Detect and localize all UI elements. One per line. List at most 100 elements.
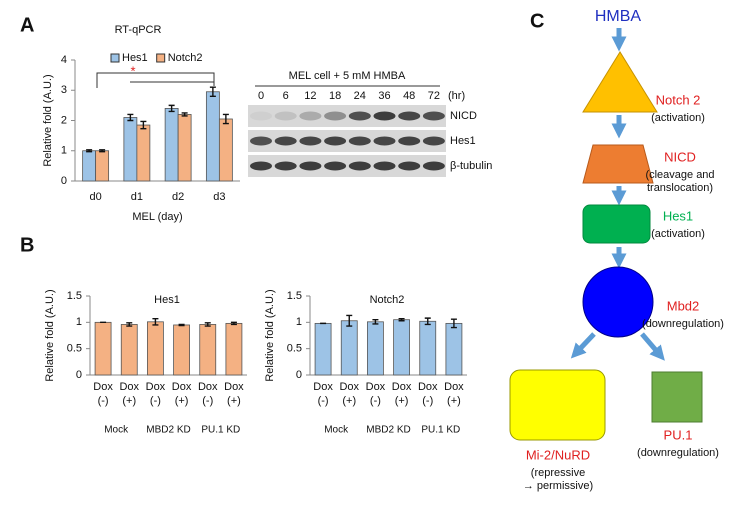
blot-strip — [248, 130, 446, 152]
bar — [173, 324, 190, 376]
node-note: (activation) — [651, 228, 705, 240]
bar — [177, 114, 192, 182]
x-tick-line: (+) — [342, 395, 356, 407]
x-tick-label: d3 — [213, 191, 225, 203]
x-tick-label: d1 — [131, 191, 143, 203]
blot-title: MEL cell + 5 mM HMBA — [289, 70, 406, 82]
band — [373, 111, 396, 121]
rect — [509, 369, 606, 441]
error-bar — [168, 104, 175, 113]
bar — [82, 150, 97, 182]
y-tick-label: 1 — [296, 316, 302, 328]
bar — [136, 124, 151, 182]
band — [373, 136, 396, 146]
node-note: (repressive — [531, 467, 585, 479]
bracket — [96, 72, 215, 88]
blot-strip — [248, 155, 446, 177]
node-note: translocation) — [647, 182, 713, 194]
group-label: MBD2 KD — [366, 425, 410, 436]
y-tick-label: 3 — [61, 84, 67, 96]
x-tick-label: Dox (+) — [172, 381, 192, 407]
y-tick-label: 0 — [296, 369, 302, 381]
bar — [164, 108, 179, 182]
arrow — [570, 332, 596, 359]
y-tick-label: 2 — [61, 114, 67, 126]
x-tick-line: Dox — [313, 381, 333, 393]
y-axis-label: Relative fold (A.U.) — [264, 289, 276, 381]
x-tick-line: (-) — [202, 395, 213, 407]
bar — [367, 321, 384, 376]
group-label: Mock — [324, 425, 349, 436]
band — [373, 161, 396, 171]
lane-label: 12 — [304, 90, 316, 102]
x-tick-line: (-) — [150, 395, 161, 407]
bar — [205, 91, 220, 182]
y-tick-label: 1 — [76, 316, 82, 328]
error-bar — [152, 317, 159, 326]
error-bar — [372, 319, 379, 325]
error-bar — [181, 112, 188, 117]
error-bar — [140, 120, 147, 130]
legend-swatch — [156, 53, 166, 63]
x-tick-label: Dox (+) — [392, 381, 412, 407]
band — [348, 136, 371, 146]
x-tick-line: Dox — [366, 381, 386, 393]
node-note: (cleavage and — [645, 169, 714, 181]
node-label: Mi-2/NuRD — [526, 447, 590, 462]
error-bar — [86, 149, 93, 153]
x-tick-line: (+) — [122, 395, 136, 407]
x-tick-line: (+) — [395, 395, 409, 407]
x-tick-line: Dox — [93, 381, 113, 393]
rect — [582, 204, 651, 244]
x-tick-line: (-) — [370, 395, 381, 407]
band — [250, 136, 272, 146]
error-bar — [424, 317, 431, 326]
error-bar — [230, 321, 237, 326]
x-tick-line: (+) — [447, 395, 461, 407]
band — [324, 111, 347, 121]
panel-label: C — [530, 10, 544, 32]
bar — [199, 324, 217, 376]
x-tick-label: Dox (+) — [444, 381, 464, 407]
band — [398, 161, 421, 171]
y-tick-label: 0.5 — [287, 343, 302, 355]
bar — [340, 320, 358, 376]
lane-label: 0 — [258, 90, 264, 102]
arrow — [640, 332, 665, 361]
x-tick-line: Dox — [444, 381, 464, 393]
error-bar — [346, 314, 353, 327]
y-tick-label: 1.5 — [287, 290, 302, 302]
band — [274, 161, 297, 171]
error-bar — [178, 323, 185, 327]
y-tick-label: 1 — [61, 145, 67, 157]
error-bar — [450, 318, 457, 329]
bar — [393, 319, 410, 376]
chart-title: Hes1 — [154, 294, 180, 306]
y-axis-label: Relative fold (A.U.) — [44, 289, 56, 381]
x-tick-label: Dox (-) — [93, 381, 113, 407]
band — [299, 136, 322, 146]
band — [348, 111, 371, 121]
x-tick-label: Dox (-) — [198, 381, 218, 407]
node-label: Mbd2 — [667, 298, 700, 313]
lane-label: 18 — [329, 90, 341, 102]
band — [398, 111, 421, 121]
lane-label: 72 — [428, 90, 440, 102]
legend-label: Notch2 — [168, 52, 203, 64]
group-label: Mock — [104, 425, 129, 436]
x-tick-line: Dox — [392, 381, 412, 393]
band — [324, 136, 347, 146]
x-tick-label: Dox (-) — [366, 381, 386, 407]
panel-label: A — [20, 14, 34, 36]
band — [274, 111, 297, 121]
x-tick-line: (-) — [98, 395, 109, 407]
node-label: Notch 2 — [656, 92, 701, 107]
diagram — [509, 28, 703, 441]
annotation: * — [130, 63, 135, 78]
x-tick-line: Dox — [339, 381, 359, 393]
lane-label: 48 — [403, 90, 415, 102]
band — [398, 136, 421, 146]
x-tick-line: (+) — [175, 395, 189, 407]
node-labels: HMBA Notch 2 (activation) NICD (cleavage and… — [523, 8, 724, 492]
